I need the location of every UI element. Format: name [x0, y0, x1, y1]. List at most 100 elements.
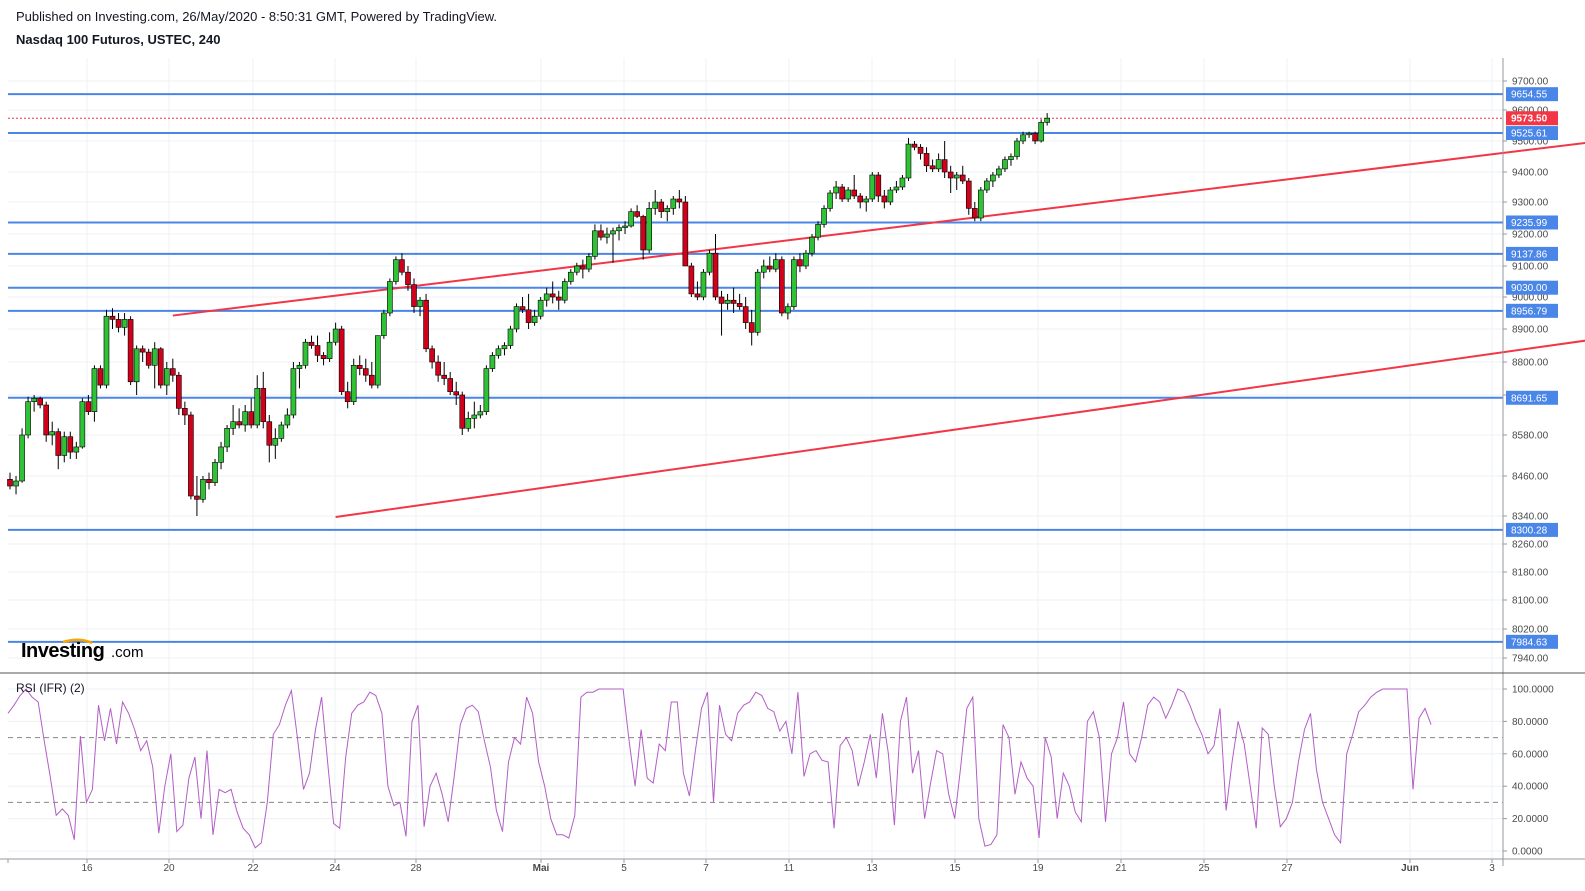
- level-price-label: 8956.79: [1511, 306, 1548, 317]
- candle-body: [513, 306, 520, 330]
- date-tick-label: 20: [163, 863, 175, 874]
- candle-body: [393, 259, 399, 282]
- candle-body: [941, 159, 948, 173]
- candle-body: [567, 271, 574, 282]
- candle-body: [899, 177, 906, 188]
- rsi-title: RSI (IFR) (2): [16, 681, 85, 695]
- candle-body: [230, 421, 236, 429]
- candle-body: [194, 495, 200, 500]
- date-tick-label: 3: [1489, 863, 1495, 874]
- candle-body: [170, 368, 176, 376]
- candle-body: [224, 428, 230, 448]
- candle-body: [845, 189, 851, 200]
- candle-body: [712, 252, 719, 298]
- logo-swoosh: [62, 638, 93, 645]
- price-tick-label: 8460.00: [1512, 472, 1549, 483]
- candle-body: [833, 186, 839, 194]
- candle-body: [326, 341, 333, 360]
- price-tick-label: 8180.00: [1512, 568, 1549, 579]
- candle-body: [1032, 132, 1038, 142]
- candle-body: [863, 198, 870, 203]
- candle-body: [254, 388, 261, 426]
- candle-body: [935, 159, 942, 170]
- candle-body: [459, 394, 466, 429]
- price-tick-label: 9200.00: [1512, 230, 1549, 241]
- candle-body: [266, 421, 273, 446]
- price-tick-label: 8340.00: [1512, 512, 1549, 523]
- candle-body: [296, 364, 303, 369]
- candle-body: [471, 414, 478, 419]
- candle-body: [984, 180, 990, 191]
- candle-body: [652, 201, 659, 209]
- candle-body: [658, 201, 665, 212]
- candle-body: [821, 208, 827, 225]
- candle-body: [748, 322, 755, 333]
- candle-body: [730, 299, 737, 304]
- level-price-label: 9030.00: [1511, 283, 1548, 294]
- candle-body: [1026, 132, 1032, 136]
- candle-body: [368, 374, 375, 386]
- chart-header: Published on Investing.com, 26/May/2020 …: [16, 9, 497, 47]
- candle-body: [85, 401, 92, 412]
- candle-body: [43, 404, 49, 436]
- candle-body: [49, 431, 56, 436]
- price-tick-label: 9000.00: [1512, 293, 1549, 304]
- candle-body: [1008, 156, 1014, 160]
- date-tick-label: 24: [329, 863, 341, 874]
- rsi-series: [7, 688, 1432, 849]
- candle-body: [694, 293, 701, 298]
- trend-channel: [172, 141, 1585, 519]
- candle-body: [682, 201, 689, 267]
- candle-body: [670, 198, 677, 209]
- price-axis-labels: 9700.00 9600.00 9500.00 9400.00 9300.00 9200.…: [1503, 77, 1558, 858]
- candle-body: [525, 309, 532, 323]
- candle-body: [429, 348, 435, 363]
- candle-body: [706, 252, 713, 273]
- candle-body: [574, 265, 580, 273]
- candle-body: [1014, 140, 1020, 157]
- candle-body: [555, 296, 562, 301]
- candle-body: [996, 168, 1002, 176]
- level-price-box: [1506, 522, 1558, 537]
- candle-body: [766, 265, 773, 270]
- candle-body: [332, 328, 339, 343]
- candle-body: [362, 368, 369, 376]
- candle-body: [887, 189, 894, 203]
- candle-body: [580, 265, 586, 270]
- candle-body: [200, 479, 206, 500]
- candle-body: [827, 192, 833, 209]
- candle-body: [893, 186, 900, 191]
- candle-body: [610, 230, 616, 235]
- candle-body: [797, 259, 803, 267]
- candle-body: [628, 211, 634, 227]
- current-price-label: 9573.50: [1511, 114, 1548, 125]
- date-tick-label: 19: [1032, 863, 1044, 874]
- candle-body: [387, 281, 393, 314]
- level-price-box: [1506, 634, 1558, 649]
- candle-body: [489, 355, 496, 369]
- date-tick-label: 28: [410, 863, 422, 874]
- candle-body: [773, 259, 779, 270]
- candle-body: [785, 306, 791, 314]
- level-price-box: [1506, 87, 1558, 102]
- price-tick-label: 9300.00: [1512, 198, 1549, 209]
- candle-body: [1002, 159, 1008, 170]
- candle-body: [929, 165, 936, 170]
- candle-body: [507, 328, 514, 346]
- candle-body: [320, 355, 327, 359]
- candle-body: [971, 208, 978, 219]
- candle-body: [881, 195, 888, 203]
- level-price-box: [1506, 303, 1558, 318]
- candle-body: [724, 299, 731, 304]
- date-tick-label: 5: [621, 863, 627, 874]
- candle-body: [61, 436, 68, 456]
- candle-body: [7, 479, 13, 487]
- candle-body: [139, 348, 146, 353]
- candle-body: [145, 351, 152, 366]
- price-tick-label: 9600.00: [1512, 106, 1549, 117]
- candle-body: [284, 414, 291, 426]
- level-price-label: 9525.61: [1511, 129, 1548, 140]
- candle-body: [676, 198, 683, 203]
- published-info: Published on Investing.com, 26/May/2020 …: [16, 9, 498, 24]
